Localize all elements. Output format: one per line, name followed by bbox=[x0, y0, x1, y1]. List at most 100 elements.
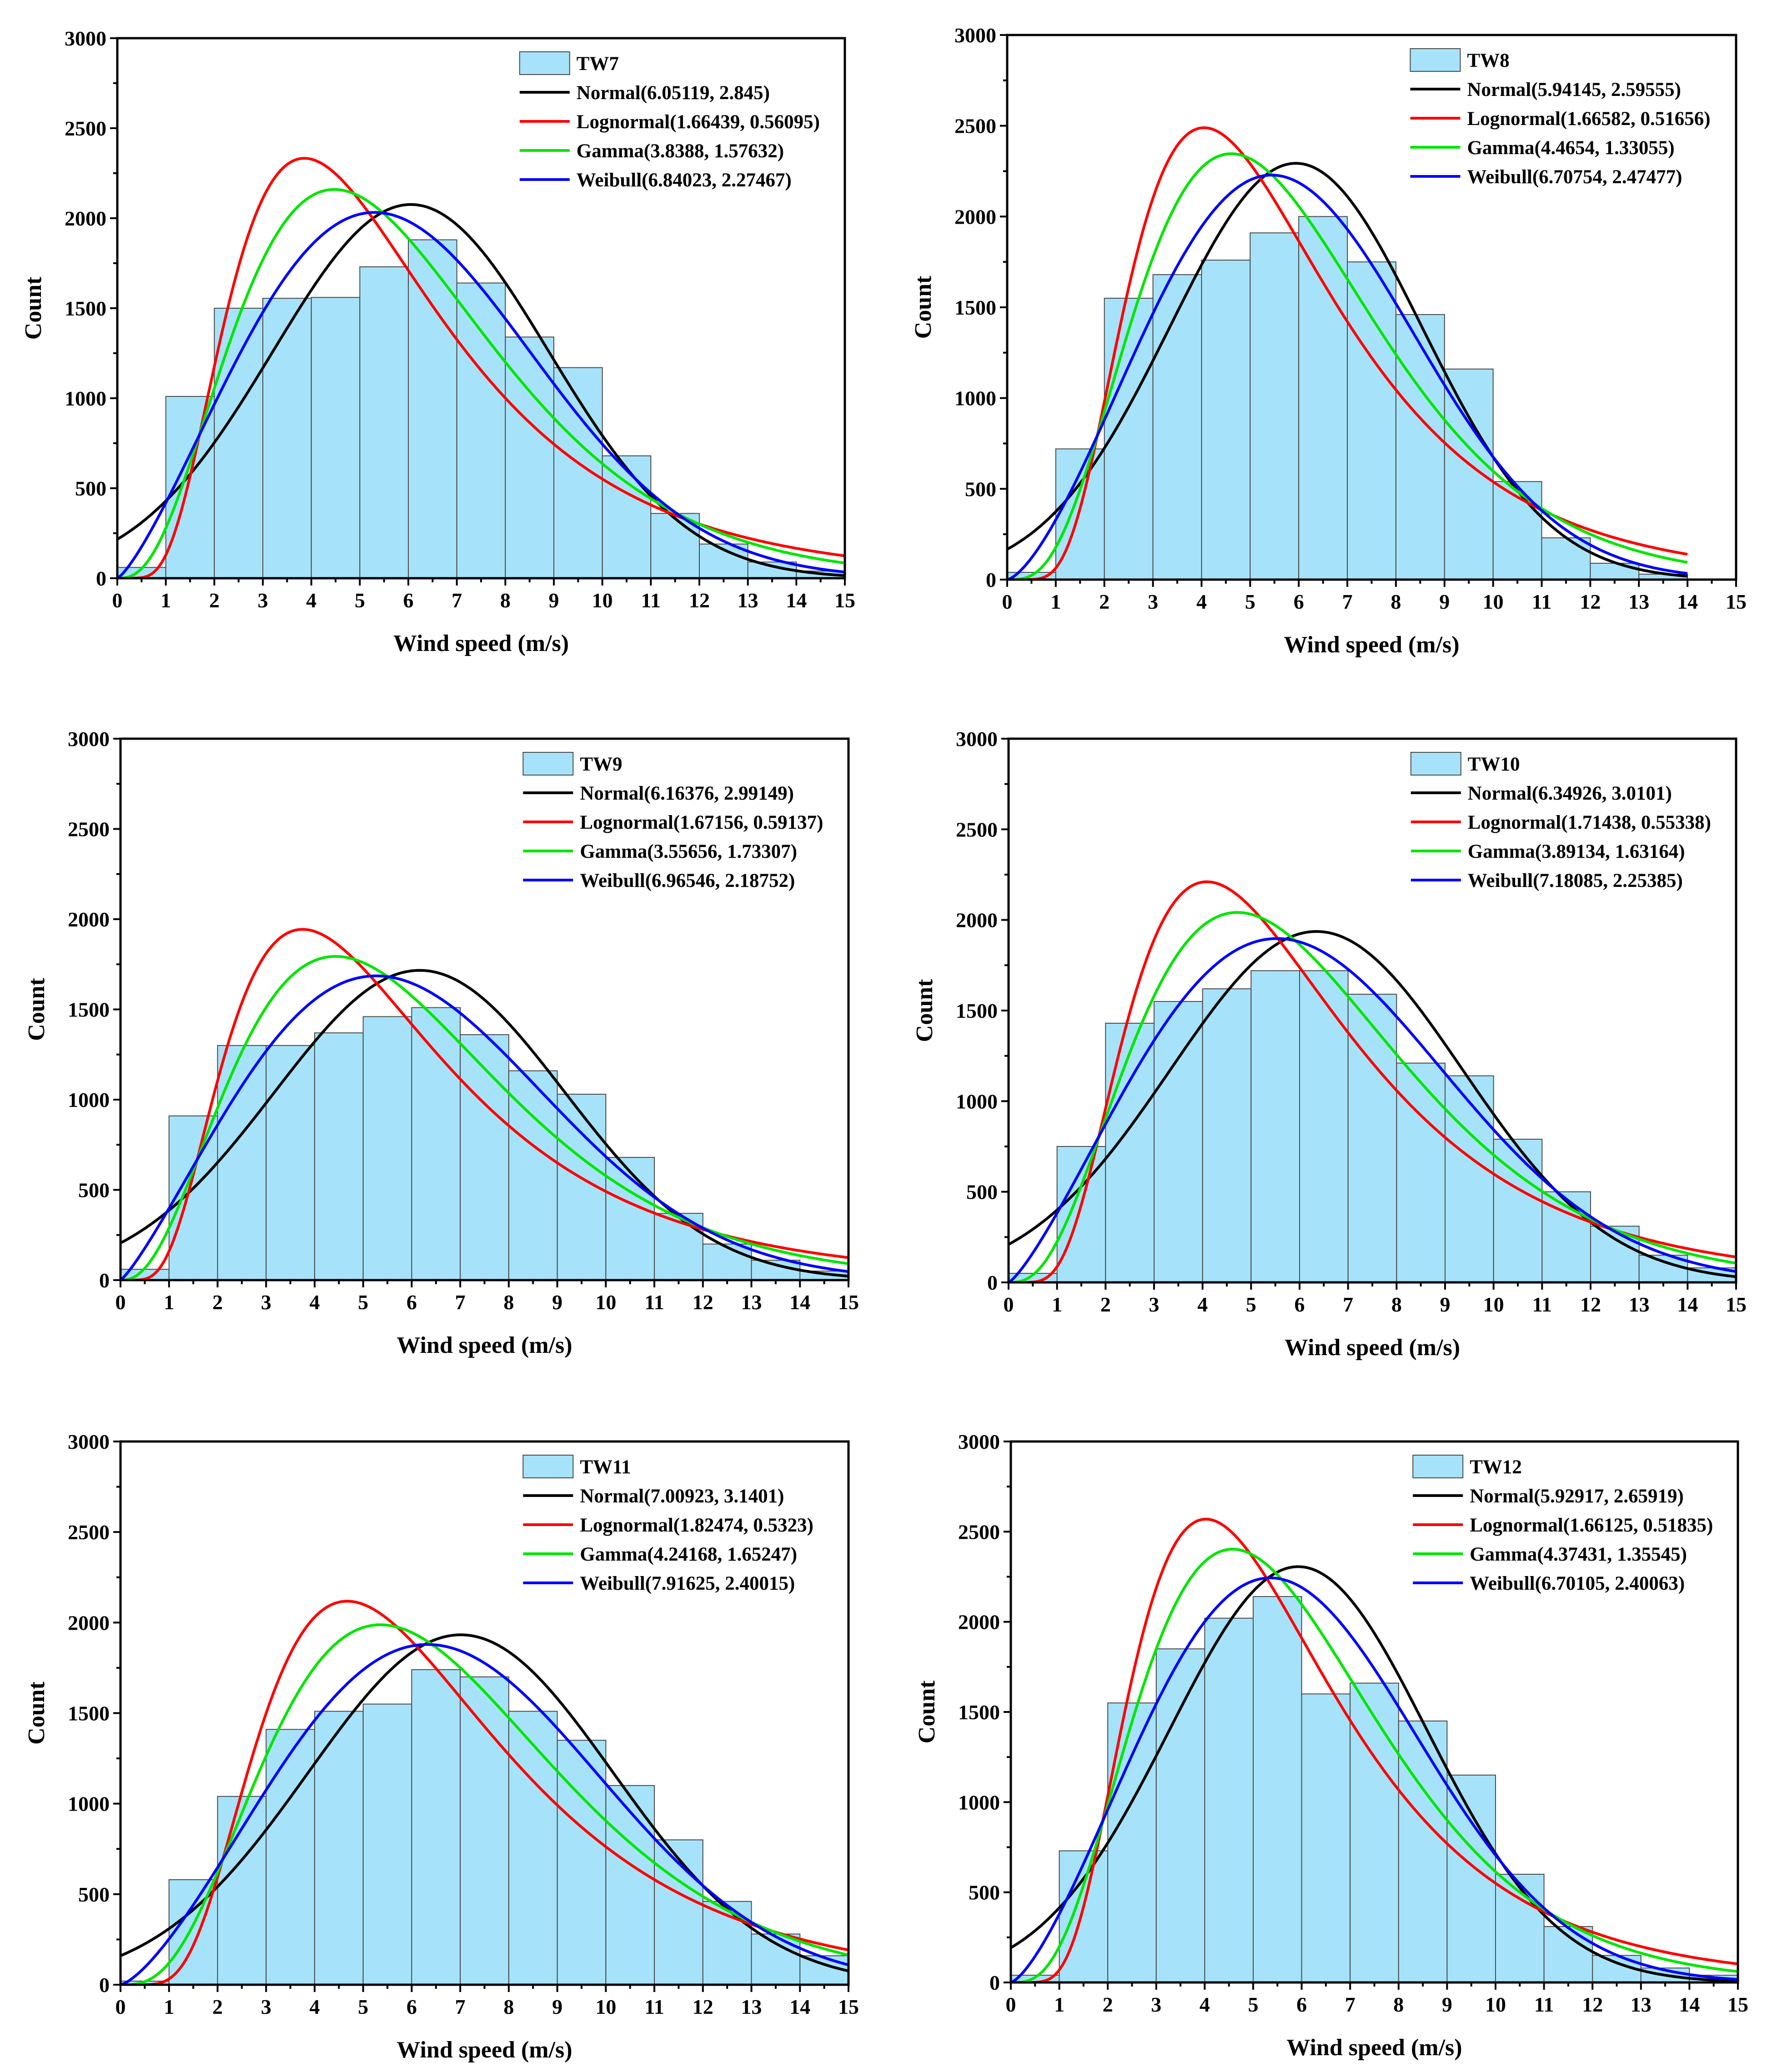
weibull-curve bbox=[120, 1643, 848, 1985]
y-axis: 0 500 1000 1500 2000 2500 3000 Count bbox=[24, 727, 120, 1292]
x-tick-label: 8 bbox=[1390, 590, 1401, 613]
y-tick-label: 1500 bbox=[954, 296, 996, 319]
legend-swatch-histogram bbox=[1412, 1455, 1464, 1478]
x-tick-label: 9 bbox=[1442, 1993, 1452, 2016]
x-tick-label: 14 bbox=[789, 1291, 810, 1314]
x-tick-label: 15 bbox=[834, 589, 855, 612]
normal-curve bbox=[1009, 930, 1736, 1278]
histogram-bar bbox=[217, 1796, 267, 1985]
x-tick-label: 8 bbox=[500, 589, 511, 612]
y-tick-label: 1500 bbox=[68, 998, 110, 1021]
x-tick-label: 9 bbox=[549, 589, 559, 612]
legend-label-weibull: Weibull(6.70754, 2.47477) bbox=[1467, 166, 1682, 188]
x-tick-label: 14 bbox=[1677, 590, 1698, 613]
x-tick-label: 13 bbox=[741, 1995, 762, 2018]
x-tick-label: 0 bbox=[115, 1995, 126, 2018]
histogram-bar bbox=[411, 1007, 461, 1280]
y-tick-label: 500 bbox=[965, 477, 996, 500]
x-tick-label: 11 bbox=[1534, 1993, 1554, 2016]
x-tick-label: 3 bbox=[258, 589, 268, 612]
x-tick-label: 5 bbox=[1245, 590, 1255, 613]
legend-label-normal: Normal(7.00923, 3.1401) bbox=[580, 1486, 784, 1507]
histogram-bar bbox=[605, 1785, 655, 1985]
legend-label-histogram: TW7 bbox=[577, 53, 619, 75]
x-tick-label: 10 bbox=[592, 589, 613, 612]
gamma-curve bbox=[117, 188, 845, 578]
histogram-bar bbox=[1395, 314, 1445, 580]
y-tick-label: 1000 bbox=[68, 1088, 110, 1111]
x-tick-label: 5 bbox=[1246, 1293, 1256, 1316]
legend-swatch-histogram bbox=[1410, 752, 1461, 776]
y-axis: 0 500 1000 1500 2000 2500 3000 Count bbox=[912, 727, 1009, 1294]
histogram-bar bbox=[1104, 298, 1154, 580]
histogram-bar bbox=[751, 1933, 801, 1985]
histogram-bar bbox=[266, 1045, 315, 1280]
y-tick-label: 1500 bbox=[65, 297, 106, 320]
legend: TW8 Normal(5.94145, 2.59555) Lognormal(1.6… bbox=[1410, 48, 1711, 188]
x-tick-label: 4 bbox=[306, 589, 316, 612]
histogram-bar bbox=[1299, 970, 1349, 1282]
x-tick-label: 1 bbox=[1052, 1293, 1062, 1316]
normal-curve bbox=[120, 969, 848, 1278]
histogram-bar bbox=[1445, 1075, 1494, 1282]
lognormal-curve bbox=[120, 1600, 848, 1985]
x-tick-label: 2 bbox=[209, 589, 220, 612]
x-tick-label: 11 bbox=[1532, 1293, 1552, 1316]
y-tick-label: 1500 bbox=[958, 1701, 1000, 1724]
histogram-bar bbox=[314, 1032, 364, 1280]
x-tick-label: 4 bbox=[309, 1291, 320, 1314]
histogram-bar bbox=[508, 1070, 558, 1280]
x-tick-label: 3 bbox=[1148, 590, 1158, 613]
weibull-curve bbox=[120, 974, 848, 1280]
histogram-bar bbox=[1398, 1720, 1448, 1982]
y-tick-label: 3000 bbox=[65, 27, 106, 50]
x-axis-title: Wind speed (m/s) bbox=[393, 631, 569, 656]
lognormal-curve bbox=[1011, 1517, 1738, 1982]
y-tick-label: 2000 bbox=[956, 909, 998, 932]
x-tick-label: 7 bbox=[452, 589, 462, 612]
y-tick-label: 0 bbox=[989, 1971, 1000, 1994]
x-tick-label: 0 bbox=[1002, 590, 1013, 613]
histogram-bars bbox=[117, 239, 845, 578]
y-tick-label: 2000 bbox=[958, 1611, 1000, 1634]
x-tick-label: 11 bbox=[1532, 590, 1551, 613]
fitted-curves bbox=[117, 157, 845, 578]
legend-label-histogram: TW9 bbox=[580, 754, 622, 775]
x-tick-label: 15 bbox=[1727, 1993, 1748, 2016]
legend-label-normal: Normal(5.94145, 2.59555) bbox=[1467, 79, 1681, 100]
histogram-bar bbox=[602, 455, 652, 578]
y-tick-label: 2000 bbox=[68, 908, 110, 931]
histogram-bar bbox=[1155, 1648, 1205, 1982]
x-tick-label: 6 bbox=[1294, 590, 1304, 613]
x-tick-label: 1 bbox=[161, 589, 171, 612]
x-tick-label: 13 bbox=[1631, 1993, 1652, 2016]
legend-label-lognormal: Lognormal(1.66125, 0.51835) bbox=[1470, 1515, 1713, 1536]
histogram-bar bbox=[1152, 274, 1202, 580]
x-tick-label: 9 bbox=[552, 1995, 562, 2018]
x-tick-label: 2 bbox=[212, 1291, 223, 1314]
legend-label-histogram: TW10 bbox=[1468, 754, 1520, 775]
y-tick-label: 0 bbox=[96, 567, 106, 590]
histogram-bar bbox=[1105, 1022, 1155, 1282]
normal-curve bbox=[1007, 162, 1688, 578]
y-tick-label: 1000 bbox=[68, 1792, 110, 1816]
x-tick-label: 0 bbox=[115, 1291, 126, 1314]
y-tick-label: 2000 bbox=[65, 207, 106, 230]
x-tick-label: 7 bbox=[1345, 1993, 1355, 2016]
normal-curve bbox=[117, 203, 845, 577]
histogram-bar bbox=[1059, 1850, 1109, 1982]
histogram-bar bbox=[508, 1711, 558, 1985]
histogram-bar bbox=[314, 1711, 364, 1985]
histogram-bar bbox=[605, 1157, 655, 1280]
x-tick-label: 10 bbox=[595, 1995, 616, 2018]
x-tick-label: 6 bbox=[403, 589, 414, 612]
legend-label-weibull: Weibull(6.70105, 2.40063) bbox=[1470, 1573, 1685, 1594]
weibull-curve bbox=[1011, 1577, 1738, 1982]
y-tick-label: 2500 bbox=[65, 117, 106, 140]
x-tick-label: 4 bbox=[1200, 1993, 1210, 2016]
